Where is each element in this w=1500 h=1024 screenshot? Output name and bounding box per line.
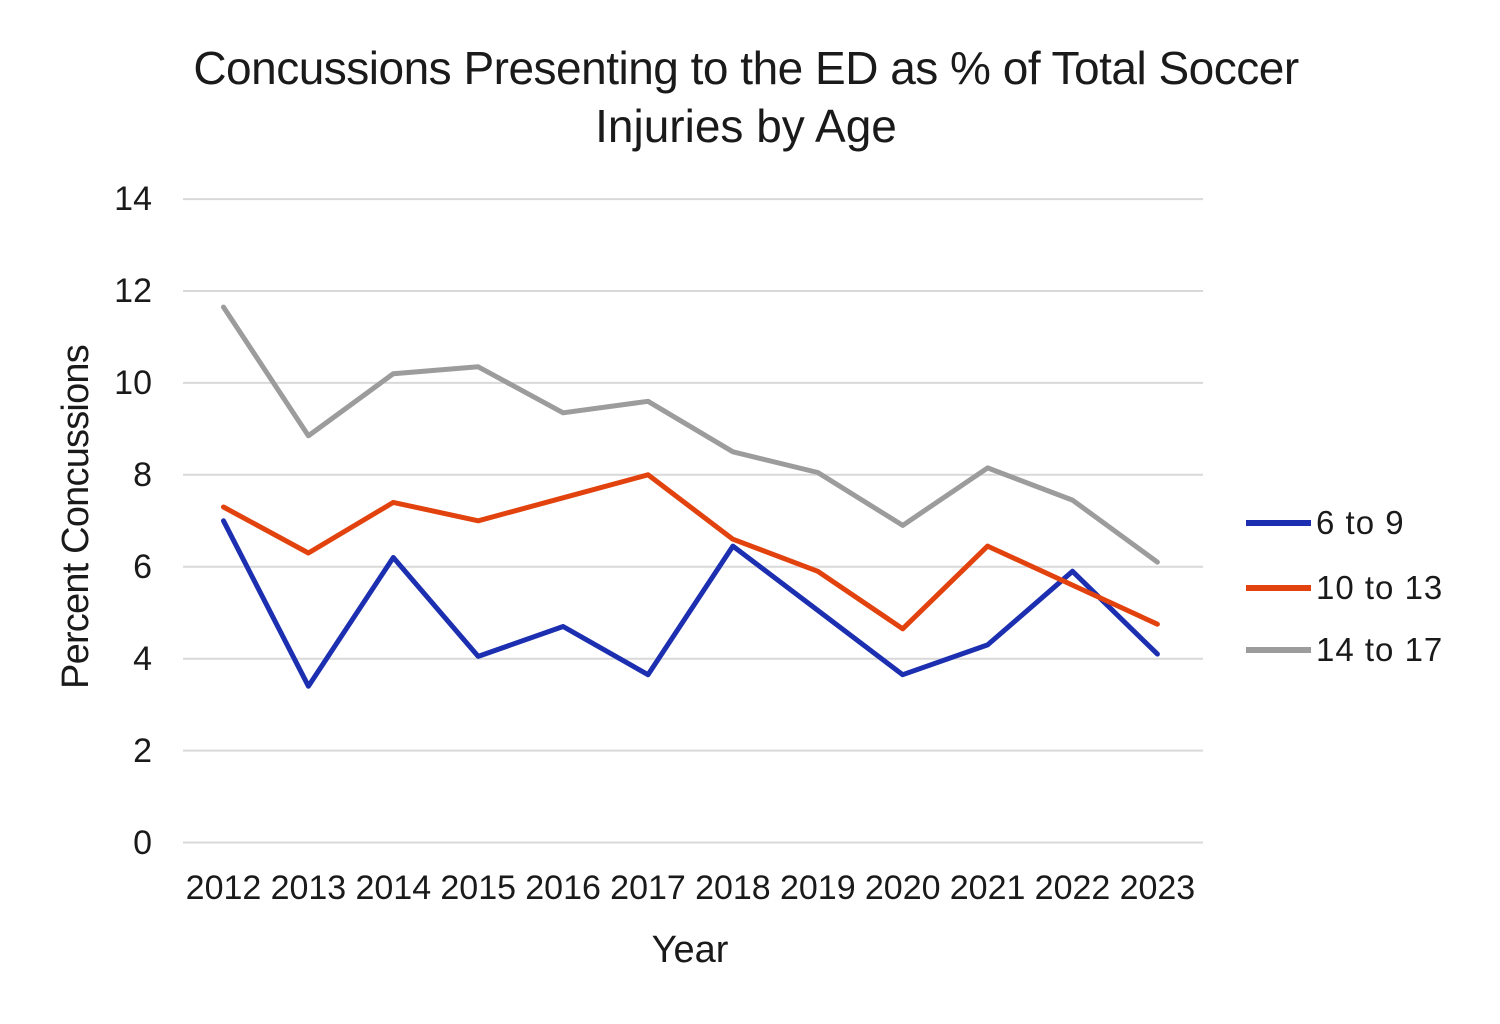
svg-text:6 to 9: 6 to 9 bbox=[1316, 504, 1405, 541]
svg-text:Percent Concussions: Percent Concussions bbox=[55, 345, 97, 689]
svg-text:2019: 2019 bbox=[780, 869, 856, 907]
svg-text:2014: 2014 bbox=[355, 869, 431, 907]
svg-text:6: 6 bbox=[133, 548, 152, 586]
svg-text:2018: 2018 bbox=[695, 869, 771, 907]
svg-text:2016: 2016 bbox=[525, 869, 601, 907]
svg-text:4: 4 bbox=[133, 640, 152, 678]
svg-text:0: 0 bbox=[133, 824, 152, 862]
svg-text:2017: 2017 bbox=[610, 869, 686, 907]
svg-text:2021: 2021 bbox=[950, 869, 1026, 907]
svg-text:10: 10 bbox=[114, 364, 152, 402]
svg-text:2013: 2013 bbox=[271, 869, 347, 907]
svg-text:14: 14 bbox=[114, 180, 152, 218]
svg-text:2022: 2022 bbox=[1035, 869, 1111, 907]
svg-text:2023: 2023 bbox=[1120, 869, 1196, 907]
svg-text:Year: Year bbox=[652, 929, 729, 971]
svg-text:2012: 2012 bbox=[186, 869, 262, 907]
svg-text:2015: 2015 bbox=[440, 869, 516, 907]
svg-text:8: 8 bbox=[133, 456, 152, 494]
svg-text:Injuries by Age: Injuries by Age bbox=[595, 100, 897, 152]
svg-text:12: 12 bbox=[114, 272, 152, 310]
svg-text:14 to 17: 14 to 17 bbox=[1316, 631, 1443, 668]
svg-text:10 to 13: 10 to 13 bbox=[1316, 569, 1443, 606]
svg-text:Concussions Presenting to the: Concussions Presenting to the ED as % of… bbox=[193, 42, 1299, 94]
svg-text:2: 2 bbox=[133, 732, 152, 770]
svg-text:2020: 2020 bbox=[865, 869, 941, 907]
